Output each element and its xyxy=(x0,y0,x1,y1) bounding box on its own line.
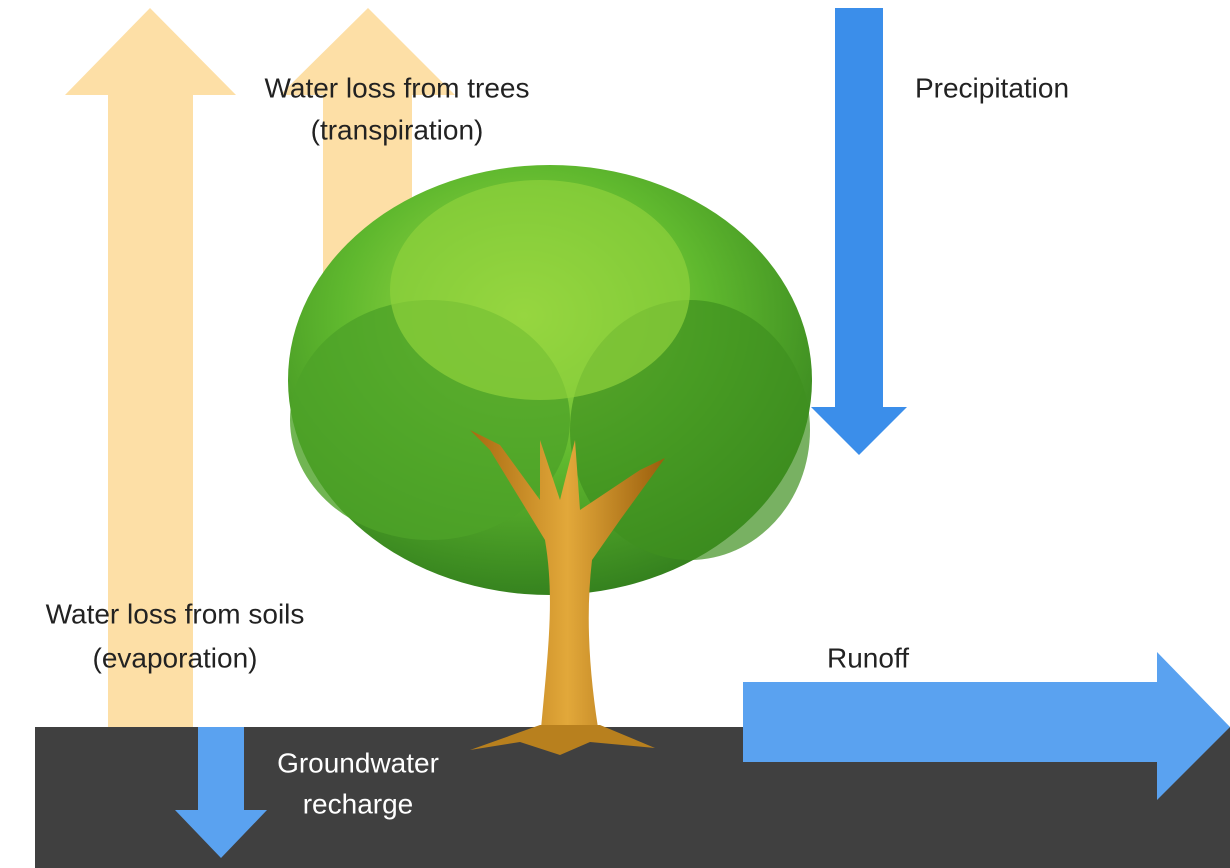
page: Water cycle around a tree {"labels": { "… xyxy=(0,0,1230,868)
precipitation-arrow xyxy=(811,8,907,455)
precipitation-label: Precipitation xyxy=(915,72,1069,103)
evaporation-label: Water loss from soils xyxy=(46,598,305,629)
transpiration-label: Water loss from trees xyxy=(264,72,529,103)
body: Water loss from trees (transpiration) Pr… xyxy=(0,0,1230,868)
evaporation-label: (evaporation) xyxy=(93,642,258,673)
diagram: Water loss from trees (transpiration) Pr… xyxy=(0,0,1230,868)
transpiration-label: (transpiration) xyxy=(311,114,484,145)
groundwater-label: Groundwater xyxy=(277,747,439,778)
tree xyxy=(288,165,812,755)
groundwater-label: recharge xyxy=(303,788,414,819)
runoff-label: Runoff xyxy=(827,642,909,673)
